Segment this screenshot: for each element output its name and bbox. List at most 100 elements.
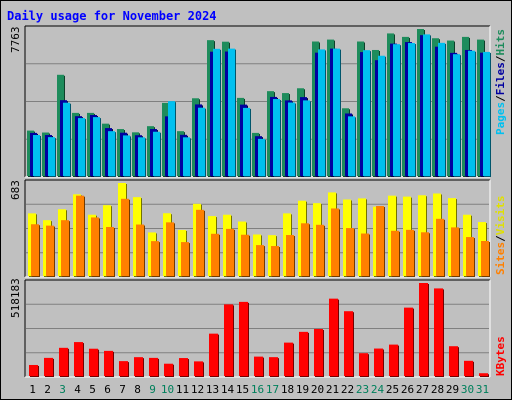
bar-pages-12: [198, 107, 205, 176]
bar-pages-19: [303, 100, 310, 176]
legend-pages-files-hits: Pages/Files/Hits: [494, 29, 507, 135]
bar-kbytes-23: [359, 353, 368, 376]
day-label-5: 5: [89, 383, 96, 396]
day-label-30: 30: [461, 383, 474, 396]
bar-pages-27: [423, 34, 430, 176]
chart-title: Daily usage for November 2024: [7, 9, 217, 23]
bar-kbytes-11: [179, 358, 188, 376]
bar-pages-9: [153, 131, 160, 176]
legend-sites-visits: Sites/Visits: [494, 196, 507, 276]
bar-sites-3: [61, 220, 69, 276]
legend-sites: Sites: [494, 242, 507, 275]
bar-pages-4: [78, 118, 85, 176]
day-label-29: 29: [446, 383, 459, 396]
bar-sites-1: [31, 224, 39, 276]
svg-text:Sites/Visits: Sites/Visits: [494, 196, 507, 276]
bar-pages-8: [138, 137, 145, 176]
bar-sites-7: [121, 198, 129, 276]
bar-sites-6: [106, 226, 114, 276]
bar-sites-18: [286, 235, 294, 276]
bar-sites-25: [391, 230, 399, 276]
legend-hits: Hits: [494, 29, 507, 56]
bar-pages-26: [408, 43, 415, 177]
bar-kbytes-25: [389, 344, 398, 376]
bar-pages-14: [228, 48, 235, 176]
legend-kbytes: KBytes: [494, 336, 507, 376]
day-label-18: 18: [281, 383, 294, 396]
bar-sites-2: [46, 225, 54, 276]
bar-sites-5: [91, 217, 99, 276]
bar-pages-7: [123, 135, 130, 176]
day-label-20: 20: [311, 383, 324, 396]
bar-kbytes-5: [89, 348, 98, 376]
day-label-8: 8: [134, 383, 141, 396]
bar-kbytes-31: [479, 373, 488, 376]
bar-pages-25: [393, 44, 400, 177]
bar-pages-23: [363, 50, 370, 177]
legend-sep1: /: [494, 95, 507, 102]
bar-kbytes-8: [134, 357, 143, 376]
pages-files-hits-panel: [24, 25, 491, 178]
bar-sites-22: [346, 228, 354, 276]
bar-pages-21: [333, 48, 340, 176]
bar-pages-30: [468, 50, 475, 177]
bar-kbytes-6: [104, 350, 113, 376]
bar-kbytes-20: [314, 328, 323, 376]
bar-kbytes-13: [209, 333, 218, 376]
day-label-1: 1: [29, 383, 36, 396]
bar-sites-27: [421, 232, 429, 276]
y-label-hits-max: 7763: [9, 27, 22, 54]
bar-sites-24: [376, 206, 384, 276]
bar-pages-31: [483, 51, 490, 177]
day-label-16: 16: [251, 383, 264, 396]
y-label-visits-max: 683: [9, 180, 22, 200]
day-label-22: 22: [341, 383, 354, 396]
day-label-14: 14: [221, 383, 235, 396]
bar-pages-29: [453, 54, 460, 176]
bar-kbytes-28: [434, 288, 443, 376]
bar-pages-2: [48, 137, 55, 176]
bar-sites-16: [256, 245, 264, 276]
bar-kbytes-1: [29, 364, 38, 376]
day-label-19: 19: [296, 383, 309, 396]
bar-pages-11: [183, 137, 190, 176]
svg-text:Pages/Files/Hits: Pages/Files/Hits: [494, 29, 507, 135]
day-label-23: 23: [356, 383, 369, 396]
day-label-31: 31: [476, 383, 489, 396]
svg-text:KBytes: KBytes: [494, 336, 507, 376]
bar-pages-6: [108, 131, 115, 176]
sites-visits-panel: [24, 179, 491, 278]
day-label-17: 17: [266, 383, 279, 396]
day-label-6: 6: [104, 383, 111, 396]
bar-sites-4: [76, 195, 84, 276]
bar-sites-17: [271, 246, 279, 276]
bar-sites-8: [136, 224, 144, 276]
bar-sites-15: [241, 234, 249, 276]
bar-kbytes-2: [44, 357, 53, 376]
day-label-26: 26: [401, 383, 414, 396]
bar-pages-3: [63, 102, 70, 176]
bar-kbytes-19: [299, 331, 308, 376]
bar-pages-10: [168, 101, 175, 176]
day-label-11: 11: [176, 383, 189, 396]
bar-kbytes-10: [164, 363, 173, 376]
bar-pages-28: [438, 42, 445, 176]
bar-sites-26: [406, 229, 414, 276]
day-label-25: 25: [386, 383, 399, 396]
day-label-12: 12: [191, 383, 204, 396]
bar-kbytes-29: [449, 346, 458, 376]
bar-sites-30: [466, 237, 474, 276]
day-label-2: 2: [44, 383, 51, 396]
bar-kbytes-17: [269, 357, 278, 376]
bar-pages-18: [288, 102, 295, 176]
day-label-7: 7: [119, 383, 126, 396]
bar-kbytes-21: [329, 298, 338, 376]
bar-sites-31: [481, 241, 489, 276]
bar-sites-28: [436, 218, 444, 276]
bar-pages-20: [318, 49, 325, 176]
bar-kbytes-26: [404, 307, 413, 376]
bar-sites-14: [226, 228, 234, 276]
bar-pages-15: [243, 107, 250, 176]
day-label-21: 21: [326, 383, 339, 396]
